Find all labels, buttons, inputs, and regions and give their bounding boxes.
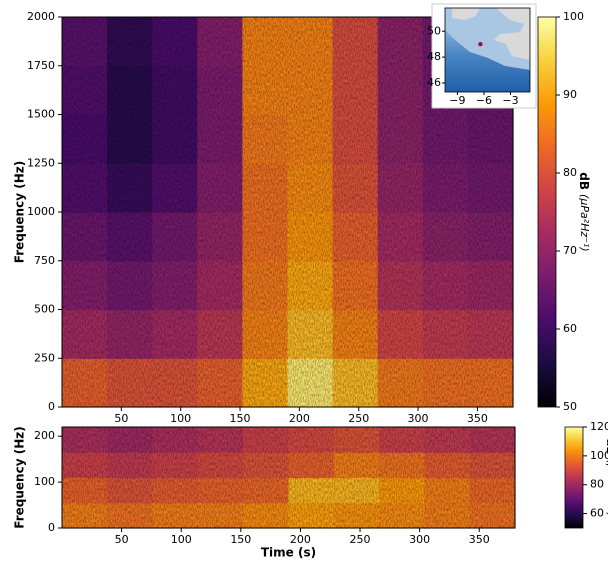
colorbar-tick-label: 60 (563, 322, 577, 335)
colorbar-tick-label: 60 (590, 507, 604, 520)
y-tick-label: 1500 (27, 108, 55, 121)
inset-x-tick-label: −9 (449, 94, 465, 107)
x-axis-label: Time (s) (261, 546, 316, 560)
colorbar-tick-label: 100 (563, 10, 584, 23)
y-tick-label: 1000 (27, 205, 55, 218)
colorbar-tick-label: 90 (563, 88, 577, 101)
colorbar-tick-label: 70 (563, 244, 577, 257)
x-tick-label: 150 (230, 412, 251, 425)
x-tick-label: 150 (230, 533, 251, 546)
x-tick-label: 200 (289, 412, 310, 425)
colorbar (538, 17, 556, 407)
colorbar (565, 427, 583, 528)
y-tick-label: 500 (34, 303, 55, 316)
y-tick-label: 1250 (27, 156, 55, 169)
colorbar-label-name: dB (578, 172, 592, 190)
colorbar-tick-label: 80 (563, 166, 577, 179)
x-tick-label: 350 (467, 412, 488, 425)
y-tick-label: 200 (34, 429, 55, 442)
x-tick-label: 100 (171, 533, 192, 546)
x-tick-label: 300 (409, 533, 430, 546)
colorbar-tick-label: 120 (590, 420, 608, 433)
colorbar-label: dB(μPa²Hz⁻¹) (605, 438, 608, 517)
y-axis-label: Frequency (Hz) (13, 426, 27, 528)
x-tick-label: 100 (170, 412, 191, 425)
x-tick-label: 50 (115, 533, 129, 546)
y-tick-label: 750 (34, 254, 55, 267)
texture (62, 427, 515, 528)
inset-y-tick-label: 50 (427, 24, 441, 37)
inset-y-tick-label: 46 (427, 76, 441, 89)
x-tick-label: 250 (348, 412, 369, 425)
x-tick-label: 300 (408, 412, 429, 425)
colorbar-tick-label: 80 (590, 478, 604, 491)
inset-x-tick-label: −3 (502, 94, 518, 107)
y-tick-label: 100 (34, 475, 55, 488)
inset-y-tick-label: 48 (427, 50, 441, 63)
y-tick-label: 0 (48, 400, 55, 413)
x-tick-label: 200 (290, 533, 311, 546)
y-tick-label: 250 (34, 351, 55, 364)
y-axis-label: Frequency (Hz) (13, 161, 27, 263)
y-tick-label: 2000 (27, 10, 55, 23)
inset-x-tick-label: −6 (476, 94, 492, 107)
y-tick-label: 1750 (27, 59, 55, 72)
colorbar-label: dB (μPa²Hz⁻¹) (578, 172, 592, 251)
x-tick-label: 250 (350, 533, 371, 546)
colorbar-tick-label: 50 (563, 400, 577, 413)
colorbar-label-name: dB (605, 438, 608, 456)
x-tick-label: 50 (114, 412, 128, 425)
x-tick-label: 350 (469, 533, 490, 546)
site-marker (478, 42, 482, 46)
colorbar-label-unit: (μPa²Hz⁻¹) (578, 194, 591, 252)
y-tick-label: 0 (48, 521, 55, 534)
